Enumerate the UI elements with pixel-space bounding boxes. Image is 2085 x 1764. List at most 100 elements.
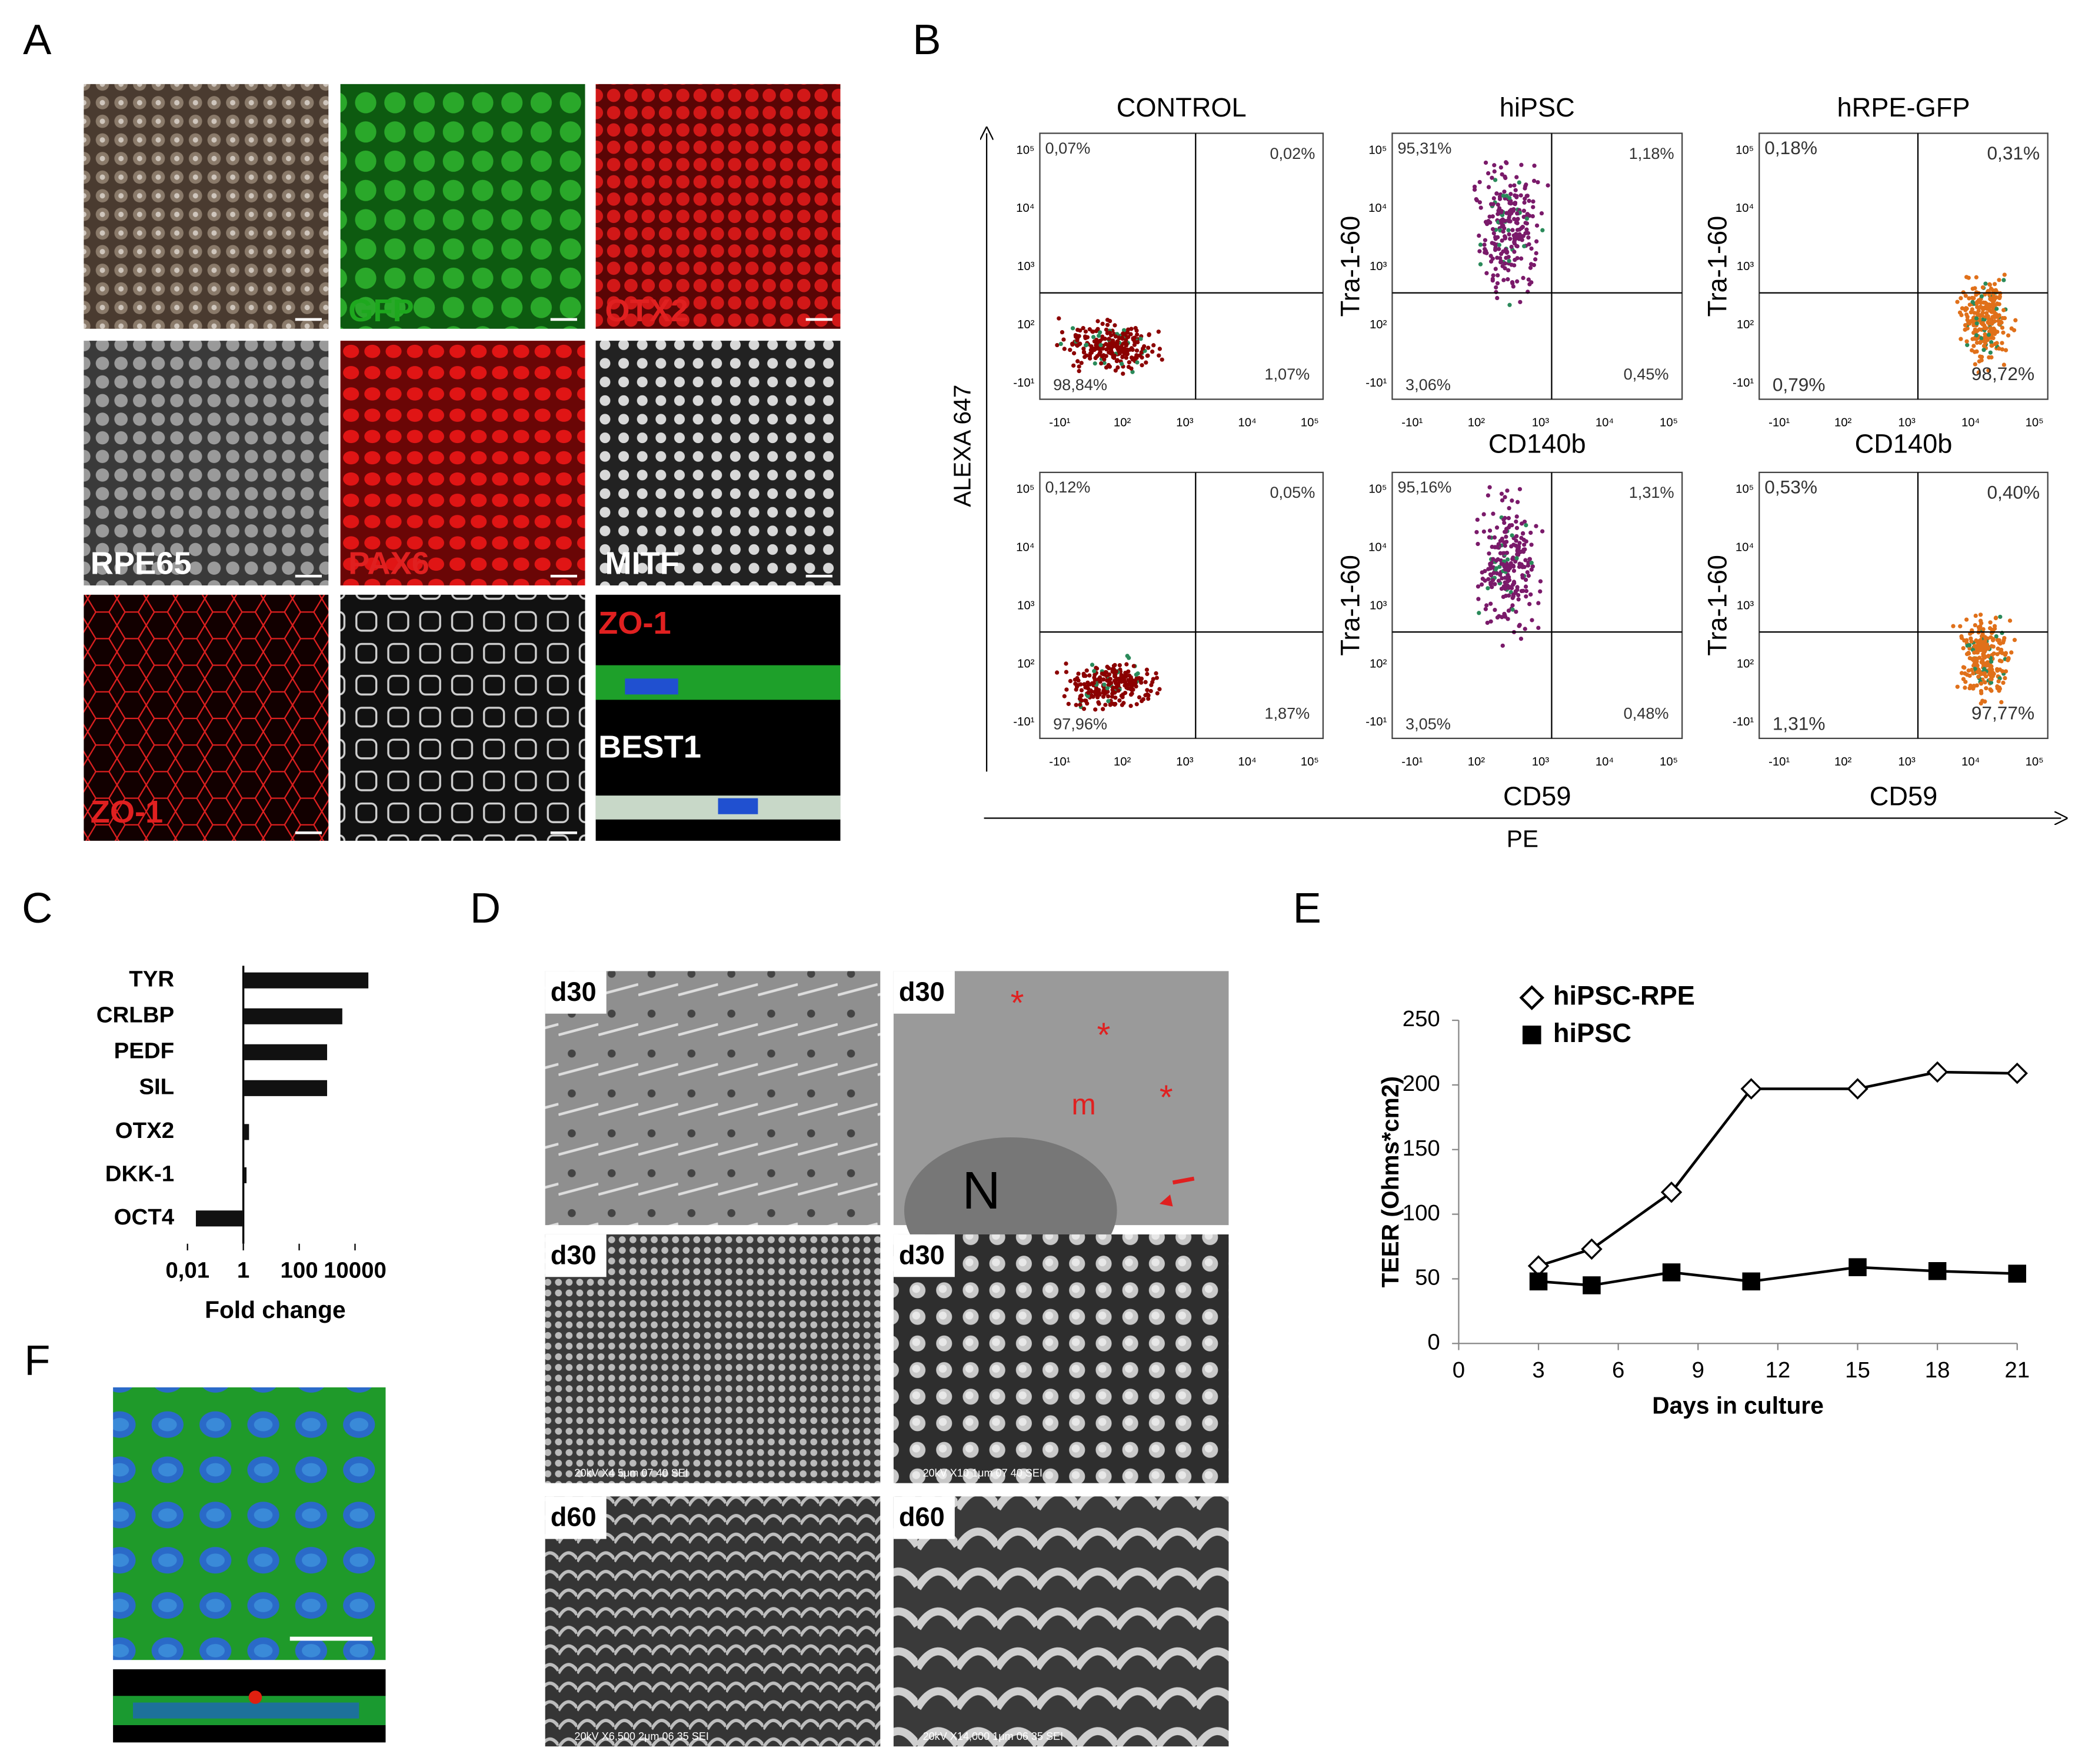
event-dot (1097, 701, 1101, 706)
event-dot (1967, 686, 1972, 691)
marker-label: Tra-1-60 (1335, 555, 1365, 656)
quadrant-percent: 0,79% (1773, 374, 1826, 395)
event-dot (1493, 178, 1498, 182)
event-dot (1096, 690, 1101, 695)
event-dot (1510, 607, 1515, 612)
event-dot (1492, 535, 1497, 540)
event-dot (1134, 684, 1138, 689)
event-dot (1533, 257, 1538, 262)
event-dot (1098, 330, 1103, 335)
y-tick-label: 10⁴ (1016, 541, 1034, 554)
event-dot (1140, 363, 1144, 368)
micrograph (340, 341, 585, 585)
event-dot (1492, 163, 1497, 168)
event-dot (1963, 327, 1967, 332)
event-dot (1517, 624, 1521, 628)
quadrant-percent: 0,31% (1987, 142, 2040, 164)
event-dot (1964, 306, 1969, 311)
micrograph (84, 594, 329, 841)
event-dot (1508, 192, 1513, 197)
point (1581, 1238, 1603, 1260)
x-tick-label: 10⁴ (1596, 417, 1614, 430)
event-dot (1503, 587, 1508, 591)
event-dot (1127, 360, 1131, 365)
event-dot (1094, 665, 1098, 670)
timepoint-label: d60 (899, 1502, 945, 1532)
event-dot (1502, 611, 1507, 616)
event-dot (1504, 550, 1510, 555)
quadrant-percent: 0,18% (1764, 137, 1817, 158)
event-dot (1955, 684, 1960, 689)
event-dot (1064, 661, 1068, 666)
marker-label: Tra-1-60 (1702, 216, 1732, 317)
event-dot (1966, 275, 1971, 280)
event-dot (1495, 615, 1500, 620)
event-dot (1495, 295, 1500, 301)
event-dot (1481, 512, 1486, 517)
y-tick-label: 10³ (1737, 260, 1754, 273)
event-dot (1098, 679, 1103, 684)
event-dot (1146, 693, 1151, 698)
y-tick-label: 10⁴ (1016, 202, 1034, 215)
event-dot (1501, 229, 1506, 234)
event-dot (1521, 234, 1526, 238)
event-dot (1967, 646, 1972, 651)
event-dot (1120, 695, 1125, 700)
event-dot (1057, 316, 1061, 321)
event-dot (1135, 332, 1140, 337)
event-dot (1513, 188, 1518, 192)
timepoint-label: d30 (551, 1240, 597, 1270)
event-dot (1160, 357, 1164, 362)
point (2006, 1062, 2028, 1084)
marker-label: Tra-1-60 (1702, 555, 1732, 656)
event-dot (1494, 191, 1499, 196)
event-dot (1993, 314, 1997, 319)
event-dot (1101, 677, 1106, 682)
event-dot (1506, 557, 1510, 562)
x-tick-label: -10¹ (1401, 755, 1423, 768)
label-box (893, 1496, 955, 1539)
y-tick-label: 10⁴ (1368, 541, 1387, 554)
event-dot (1521, 208, 1527, 213)
panel-a-images (84, 84, 841, 841)
event-dot (1967, 302, 1972, 307)
event-dot (1991, 644, 1996, 649)
event-dot (1507, 232, 1511, 237)
event-dot (1506, 564, 1511, 569)
x-tick-label: 100 (280, 1257, 318, 1283)
event-dot (1076, 671, 1081, 676)
event-dot (1104, 670, 1108, 675)
event-dot (1081, 707, 1087, 711)
event-dot (1988, 296, 1993, 301)
event-dot (1113, 663, 1117, 667)
point (1742, 1272, 1760, 1291)
event-dot (1499, 491, 1504, 496)
event-dot (1494, 566, 1499, 571)
event-dot (1981, 627, 1986, 631)
event-dot (1504, 593, 1508, 598)
flow-plot-frame (1391, 471, 1683, 740)
event-dot (1494, 289, 1498, 294)
event-dot (1540, 529, 1545, 534)
x-tick-label: 21 (2004, 1357, 2030, 1383)
event-dot (1503, 495, 1507, 500)
panel-letter: E (1293, 885, 1321, 932)
event-dot (1504, 527, 1509, 531)
event-dot (1130, 691, 1134, 696)
event-dot (1120, 337, 1125, 341)
quadrant-percent: 0,40% (1987, 481, 2040, 502)
event-dot (1530, 214, 1535, 219)
bar (243, 1008, 342, 1024)
event-dot (1510, 498, 1514, 503)
event-dot (1528, 592, 1533, 597)
event-dot (1973, 362, 1977, 367)
event-dot (1507, 302, 1512, 307)
event-dot (1493, 267, 1498, 271)
event-dot (1967, 643, 1972, 648)
x-tick-label: -10¹ (1401, 417, 1423, 430)
event-dot (2001, 278, 2006, 282)
event-dot (1133, 678, 1138, 683)
event-dot (1491, 196, 1496, 201)
event-dot (1519, 588, 1524, 594)
y-tick-label: 10² (1737, 657, 1754, 670)
